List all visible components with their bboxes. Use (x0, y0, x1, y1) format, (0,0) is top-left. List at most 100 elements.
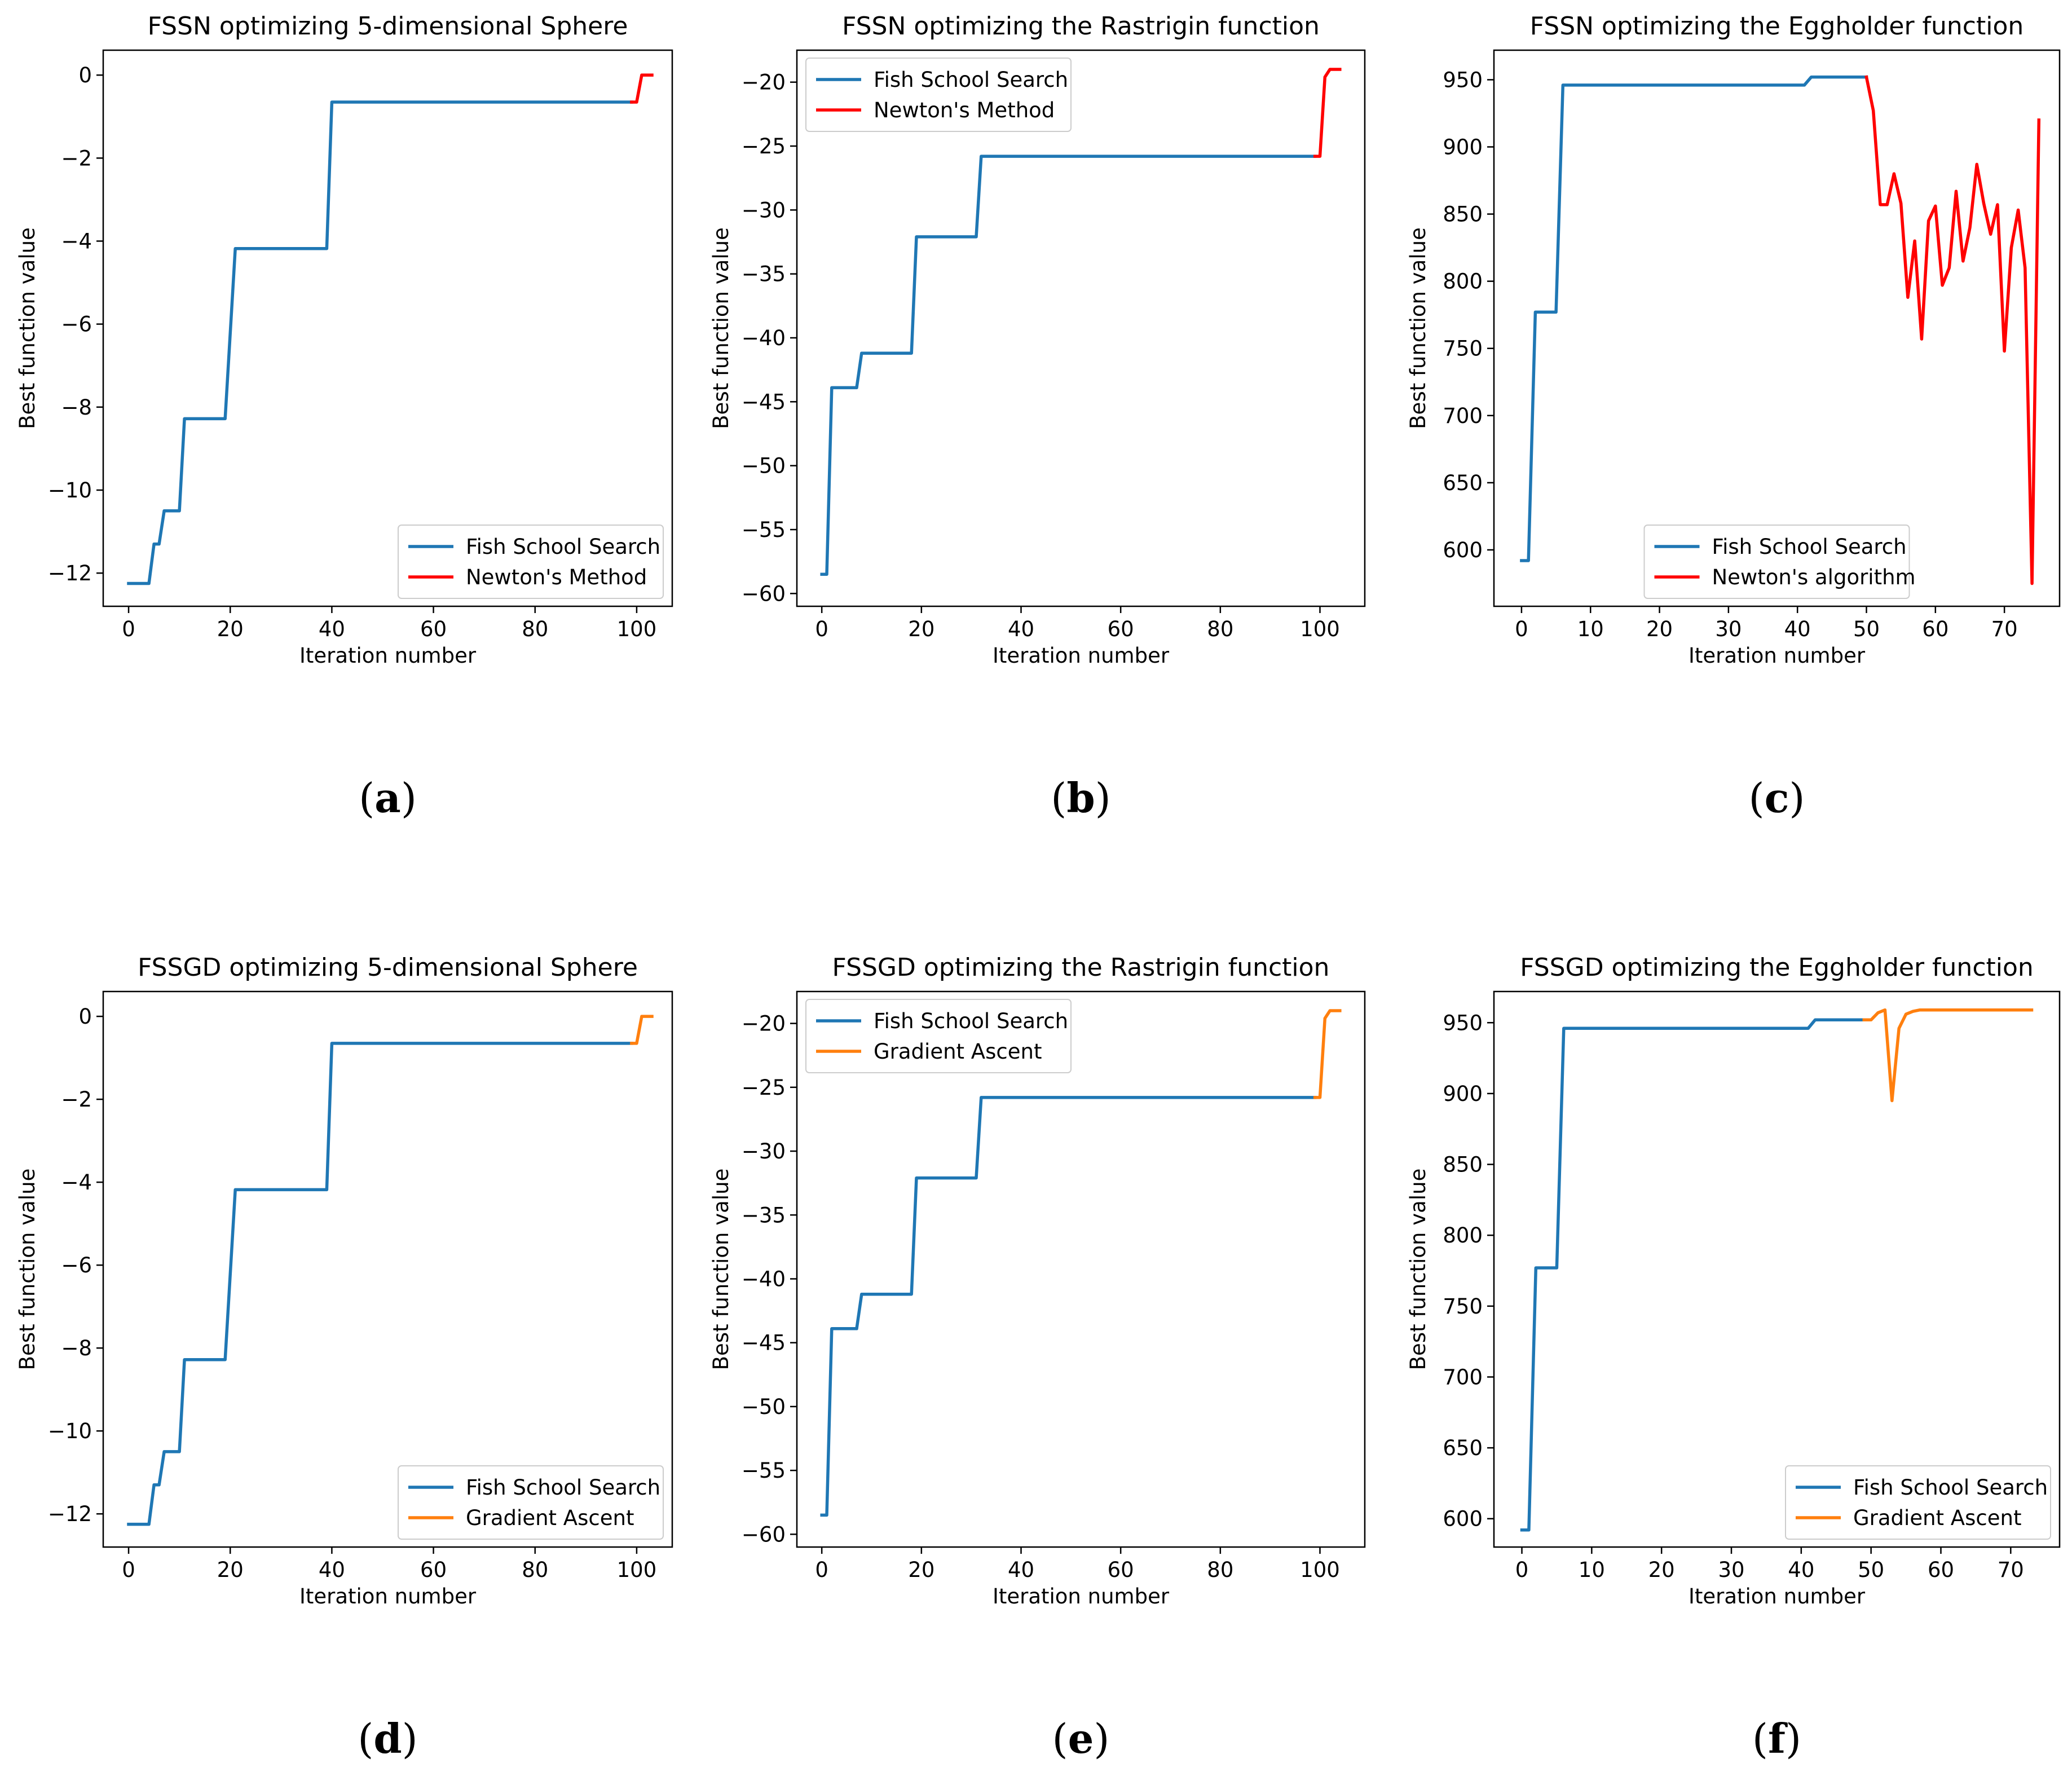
chart-panel-a: FSSN optimizing 5-dimensional Sphere 0 20 4… (15, 12, 673, 822)
chart-panel-f: FSSGD optimizing the Eggholder function 0… (1406, 953, 2061, 1762)
x-tick-label: 10 (1579, 1558, 1605, 1582)
legend-box (1785, 1465, 2051, 1540)
plot-frame (102, 990, 673, 1548)
x-tick-label: 60 (1108, 1558, 1134, 1582)
legend: Fish School Search Newton's Method (398, 525, 664, 599)
y-tick-label: −25 (742, 134, 786, 158)
series-group (820, 1009, 1342, 1517)
legend-entry: Gradient Ascent (1853, 1506, 2021, 1530)
x-tick-label: 60 (420, 617, 447, 641)
legend-box (1643, 525, 1910, 599)
y-tick-label: −20 (742, 70, 786, 95)
legend-entry: Fish School Search (466, 535, 660, 559)
x-tick-label: 60 (420, 1558, 447, 1582)
panel-label: (e) (1052, 1715, 1110, 1762)
legend-box (398, 1465, 664, 1540)
y-tick-label: 700 (1443, 1365, 1483, 1389)
chart-title: FSSN optimizing 5-dimensional Sphere (148, 12, 628, 41)
series-group (127, 1015, 654, 1526)
x-axis-label: Iteration number (299, 644, 477, 668)
y-tick-label: −45 (742, 390, 786, 414)
series-group (820, 68, 1342, 576)
chart-panel-e: FSSGD optimizing the Rastrigin function 0… (709, 953, 1366, 1762)
y-tick-label: −35 (742, 262, 786, 287)
x-tick-label: 80 (522, 617, 548, 641)
x-tick-label: 40 (1008, 1558, 1034, 1582)
series-line-fish-school-search (1520, 75, 1868, 562)
plot-frame (1493, 49, 2061, 607)
y-tick-label: −4 (61, 229, 92, 253)
chart-title: FSSGD optimizing the Eggholder function (1520, 953, 2034, 982)
plot-frame (796, 990, 1366, 1548)
x-tick-label: 0 (1515, 617, 1528, 641)
legend-entry: Fish School Search (466, 1475, 660, 1500)
x-tick-label: 40 (1788, 1558, 1814, 1582)
x-tick-label: 10 (1577, 617, 1604, 641)
legend-entry: Fish School Search (874, 1009, 1068, 1033)
y-tick-label: 650 (1443, 1436, 1483, 1460)
series-line-fish-school-search (127, 100, 633, 585)
y-tick-label: −50 (742, 454, 786, 478)
x-tick-label: 60 (1928, 1558, 1954, 1582)
series-group (127, 73, 654, 585)
series-line-newton-s-algorithm (1864, 75, 2041, 585)
legend-entry: Newton's algorithm (1712, 565, 1916, 589)
x-tick-label: 100 (1300, 617, 1340, 641)
legend: Fish School Search Gradient Ascent (805, 999, 1072, 1073)
series-group (1520, 75, 2041, 585)
x-tick-label: 40 (1784, 617, 1811, 641)
legend: Fish School Search Gradient Ascent (398, 1465, 664, 1540)
plot-frame (1493, 990, 2061, 1548)
y-tick-label: 850 (1443, 1153, 1483, 1177)
y-tick-label: −12 (48, 1502, 92, 1526)
legend-entry: Newton's Method (874, 98, 1055, 122)
y-tick-label: −25 (742, 1076, 786, 1100)
x-axis-label: Iteration number (993, 1584, 1170, 1609)
x-tick-label: 20 (908, 617, 934, 641)
y-tick-label: −10 (48, 1419, 92, 1443)
y-axis-label: Best function value (15, 227, 39, 429)
x-tick-label: 100 (617, 617, 657, 641)
panel-label: (d) (358, 1715, 418, 1762)
y-tick-label: −6 (61, 312, 92, 337)
series-group (1520, 1008, 2034, 1532)
x-tick-label: 0 (1515, 1558, 1529, 1582)
x-tick-label: 70 (1991, 617, 2018, 641)
chart-title: FSSN optimizing the Eggholder function (1530, 12, 2024, 41)
series-line-gradient-ascent (1313, 1009, 1342, 1099)
y-tick-label: 700 (1443, 404, 1483, 428)
x-tick-label: 50 (1858, 1558, 1884, 1582)
x-tick-label: 60 (1922, 617, 1948, 641)
legend-entry: Gradient Ascent (466, 1506, 634, 1530)
x-tick-label: 80 (1207, 617, 1233, 641)
y-tick-label: 900 (1443, 1082, 1483, 1106)
x-tick-label: 80 (522, 1558, 548, 1582)
y-tick-label: −30 (742, 198, 786, 222)
y-axis-label: Best function value (1406, 227, 1430, 429)
chart-title: FSSGD optimizing 5-dimensional Sphere (138, 953, 638, 982)
y-tick-label: 950 (1443, 68, 1483, 92)
y-axis-label: Best function value (709, 227, 733, 429)
y-tick-label: −30 (742, 1139, 786, 1164)
y-tick-label: −8 (61, 395, 92, 420)
series-line-fish-school-search (1520, 1018, 1866, 1532)
series-line-fish-school-search (820, 155, 1317, 576)
panel-label: (c) (1748, 774, 1805, 822)
y-tick-label: −60 (742, 581, 786, 606)
x-tick-label: 40 (1008, 617, 1034, 641)
y-tick-label: 750 (1443, 337, 1483, 361)
y-tick-label: −55 (742, 518, 786, 542)
x-tick-label: 20 (908, 1558, 934, 1582)
x-axis-label: Iteration number (299, 1584, 477, 1609)
chart-panel-c: FSSN optimizing the Eggholder function 0 1… (1406, 12, 2061, 822)
y-tick-label: 600 (1443, 1507, 1483, 1531)
legend-entry: Fish School Search (874, 68, 1068, 92)
x-tick-label: 80 (1207, 1558, 1233, 1582)
chart-title: FSSGD optimizing the Rastrigin function (832, 953, 1330, 982)
y-tick-label: 600 (1443, 538, 1483, 562)
legend-entry: Fish School Search (1853, 1475, 2048, 1500)
x-tick-label: 0 (815, 1558, 828, 1582)
x-tick-label: 100 (617, 1558, 657, 1582)
legend-box (398, 525, 664, 599)
